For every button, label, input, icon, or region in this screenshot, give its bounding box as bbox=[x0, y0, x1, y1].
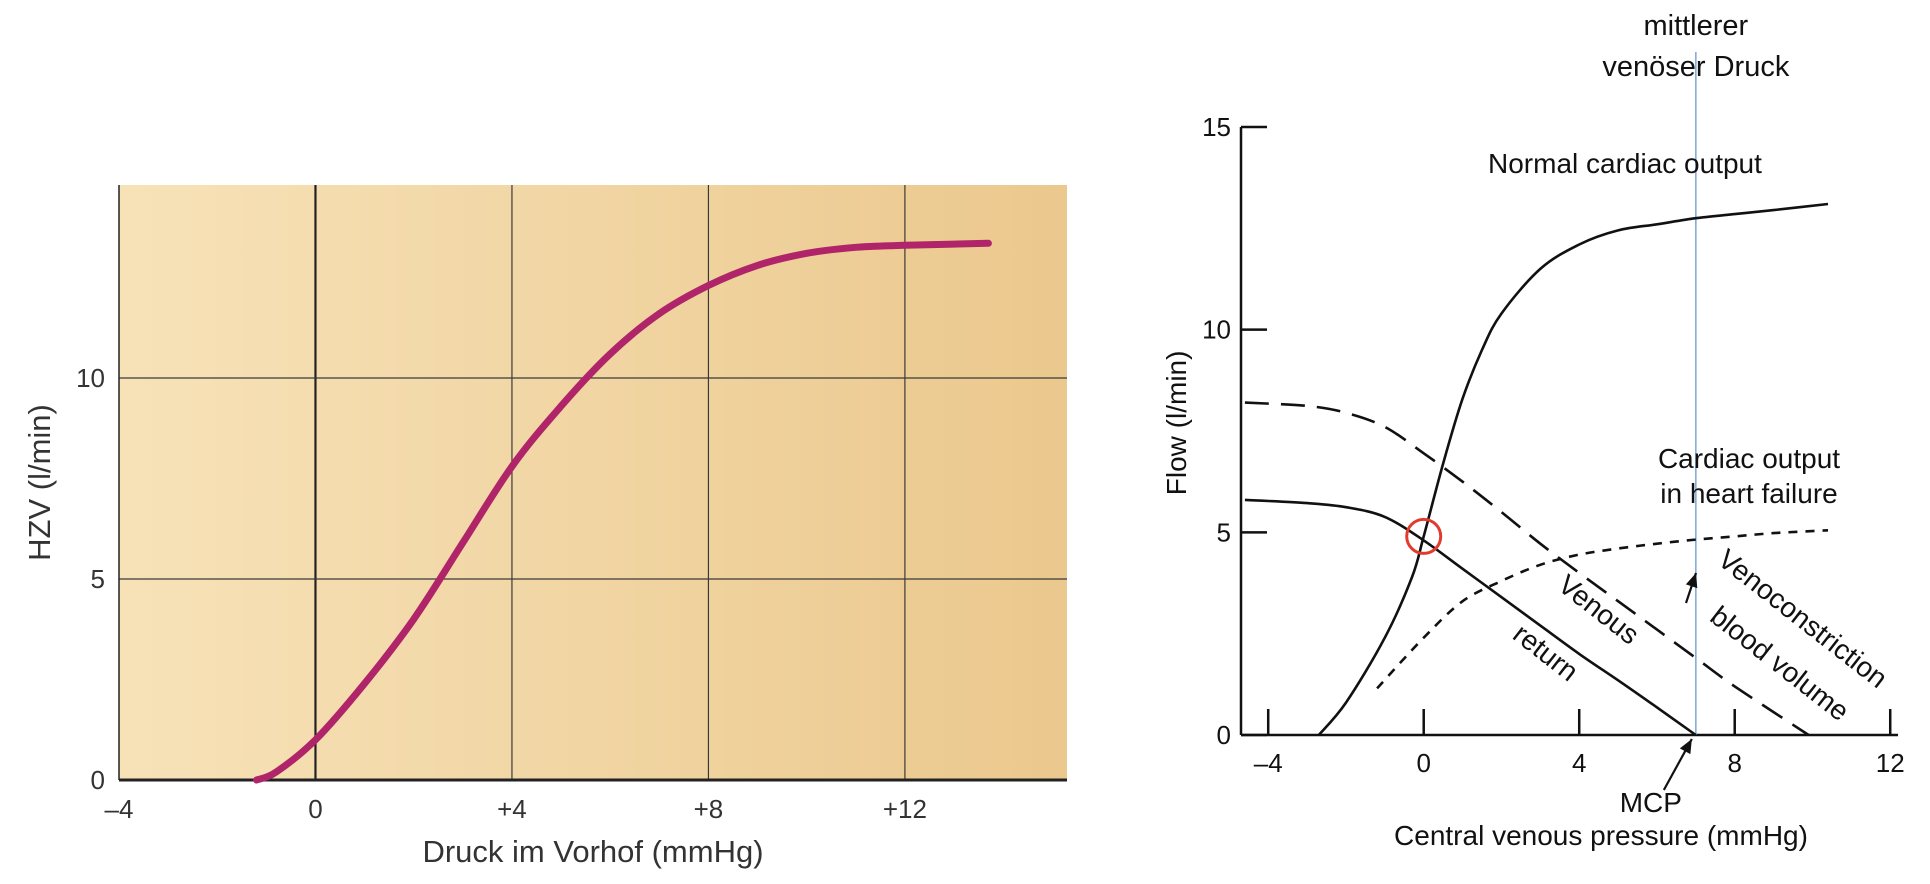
right-x-axis-label: Central venous pressure (mmHg) bbox=[1394, 820, 1808, 851]
right-y-axis-label: Flow (l/min) bbox=[1161, 351, 1192, 496]
left-y-tick-label-2: 10 bbox=[76, 363, 105, 393]
right-axes bbox=[1239, 125, 1898, 737]
left-x-tick-label-2: +4 bbox=[497, 794, 527, 824]
normal-cardiac-output-label: Normal cardiac output bbox=[1488, 148, 1762, 179]
right-x-tick-label-2: 4 bbox=[1572, 748, 1586, 778]
left-y-tick-label-0: 0 bbox=[91, 765, 105, 795]
right-series-line-2 bbox=[1244, 498, 1697, 737]
left-x-axis-label: Druck im Vorhof (mmHg) bbox=[422, 834, 763, 869]
top-label-line2: venöser Druck bbox=[1602, 51, 1789, 83]
left-y-tick-label-1: 5 bbox=[91, 564, 105, 594]
mcp-label: MCP bbox=[1620, 787, 1682, 818]
right-tick-labels: –4 0 4 8 12 0 5 10 15 bbox=[1202, 112, 1905, 778]
right-y-tick-label-2: 10 bbox=[1202, 315, 1231, 345]
right-series bbox=[1244, 202, 1829, 737]
left-plot-background bbox=[119, 185, 1067, 780]
right-x-tick-label-3: 8 bbox=[1727, 748, 1741, 778]
left-x-tick-label-1: 0 bbox=[308, 794, 322, 824]
mcp-arrow-head bbox=[1679, 739, 1692, 755]
operating-point-circle bbox=[1405, 517, 1443, 555]
right-y-tick-label-3: 15 bbox=[1202, 112, 1231, 142]
heart-failure-label-line2: in heart failure bbox=[1660, 478, 1837, 509]
venoconstriction-arrow-head bbox=[1685, 573, 1698, 589]
right-y-tick-label-0: 0 bbox=[1217, 720, 1231, 750]
right-chart: –4 0 4 8 12 0 5 10 15 Central venous pressure (m… bbox=[1161, 10, 1905, 851]
right-x-tick-label-1: 0 bbox=[1416, 748, 1430, 778]
right-series-line-0 bbox=[1317, 202, 1829, 736]
heart-failure-label-line1: Cardiac output bbox=[1658, 443, 1840, 474]
top-label-line1: mittlerer bbox=[1643, 10, 1748, 42]
left-series bbox=[253, 239, 992, 784]
left-x-tick-label-3: +8 bbox=[694, 794, 724, 824]
right-y-tick-label-1: 5 bbox=[1217, 517, 1231, 547]
right-x-tick-label-0: –4 bbox=[1254, 748, 1283, 778]
left-y-axis-label: HZV (l/min) bbox=[22, 404, 57, 561]
left-axes bbox=[118, 185, 1067, 782]
right-x-tick-label-4: 12 bbox=[1876, 748, 1905, 778]
left-x-tick-label-0: –4 bbox=[105, 794, 134, 824]
left-series-line-0 bbox=[253, 239, 992, 784]
annotation-arrows bbox=[1662, 572, 1698, 791]
left-x-tick-label-4: +12 bbox=[883, 794, 927, 824]
